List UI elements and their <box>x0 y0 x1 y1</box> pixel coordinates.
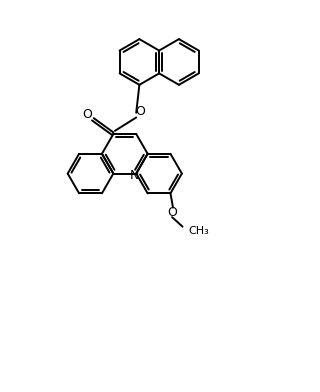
Text: O: O <box>135 105 145 118</box>
Text: O: O <box>82 108 92 121</box>
Text: N: N <box>130 169 139 181</box>
Text: O: O <box>167 206 177 219</box>
Text: CH₃: CH₃ <box>188 226 209 236</box>
